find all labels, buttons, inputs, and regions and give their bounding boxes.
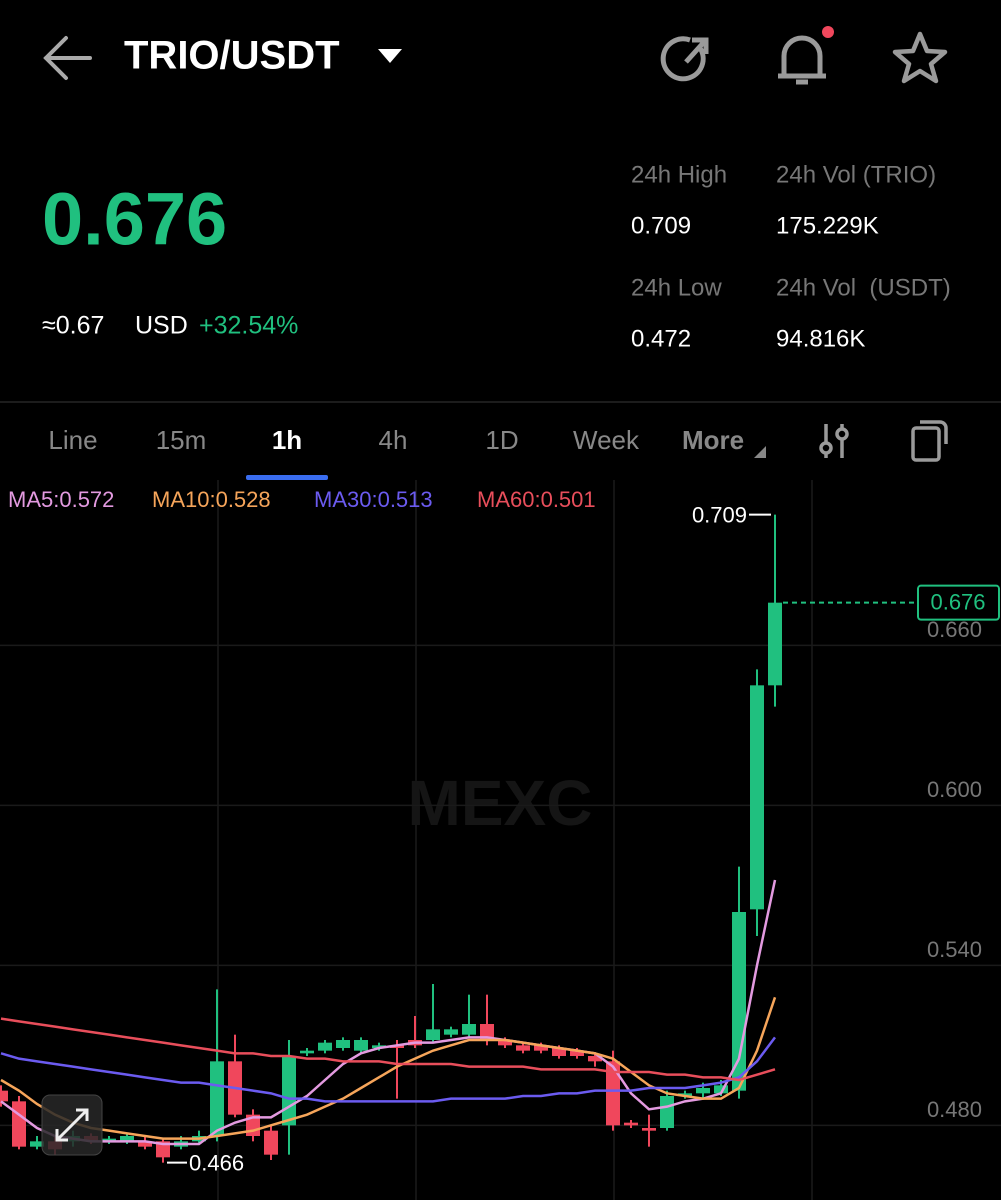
candle-body <box>30 1141 44 1147</box>
ma-line <box>0 996 777 1140</box>
candle-body <box>606 1061 620 1126</box>
tab[interactable]: 4h <box>379 425 408 455</box>
candle-body <box>480 1024 494 1040</box>
expand-button[interactable] <box>41 1094 103 1156</box>
stat-label: 24h Low <box>631 274 722 301</box>
last-price-box <box>917 584 1000 621</box>
stat-label: 24h High <box>631 161 727 188</box>
candle-body <box>516 1045 530 1051</box>
y-tick-label: 0.600 <box>927 777 982 802</box>
back-arrow <box>43 36 92 80</box>
candle-body <box>534 1045 548 1051</box>
candle-body <box>678 1093 692 1096</box>
candle-body <box>0 1090 8 1102</box>
candle-body <box>732 912 746 1091</box>
candle-body <box>300 1050 314 1054</box>
pair-dropdown[interactable] <box>378 49 402 63</box>
share-icon <box>660 36 706 82</box>
back-button[interactable] <box>43 36 92 80</box>
candle-body <box>12 1101 26 1147</box>
tab[interactable]: Line <box>48 425 97 455</box>
tab[interactable]: More <box>682 425 744 455</box>
y-tick-label: 0.540 <box>927 937 982 962</box>
price-change: +32.54% <box>199 312 298 340</box>
approx-price: ≈0.67 <box>42 312 104 340</box>
candle-body <box>210 1061 224 1136</box>
legend-entry: MA5:0.572 <box>8 487 114 512</box>
candle-body <box>570 1050 584 1056</box>
candle-body <box>444 1029 458 1035</box>
candle-body <box>588 1056 602 1062</box>
ma-line <box>0 879 777 1146</box>
candle-body <box>660 1096 674 1128</box>
candle-body <box>498 1040 512 1046</box>
candle-body <box>120 1136 134 1142</box>
chart-mode-button[interactable] <box>911 420 948 462</box>
alert-dot <box>822 26 834 38</box>
high-label: 0.709 <box>692 502 747 527</box>
candle-body <box>372 1045 386 1048</box>
candle-body <box>624 1122 638 1126</box>
legend-entry: MA10:0.528 <box>152 487 271 512</box>
share-button[interactable] <box>660 36 709 82</box>
last-price-label: 0.676 <box>930 589 985 614</box>
currency: USD <box>135 312 188 340</box>
alert-button[interactable] <box>778 26 834 85</box>
slider-knob <box>835 427 849 441</box>
candle-body <box>552 1048 566 1056</box>
y-tick-label: 0.480 <box>927 1097 982 1122</box>
candle-body <box>138 1141 152 1147</box>
candle-body <box>156 1141 170 1158</box>
stat-value: 0.709 <box>631 212 691 239</box>
legend-entry: MA60:0.501 <box>477 487 596 512</box>
legend-entry: MA30:0.513 <box>314 487 433 512</box>
device-icon <box>911 426 941 462</box>
candle-body <box>264 1130 278 1155</box>
tab[interactable]: 15m <box>156 425 207 455</box>
tab[interactable]: Week <box>573 425 640 455</box>
candle-body <box>696 1088 710 1094</box>
plot: 0.480 0.540 0.600 0.660 MA5:0.572 MA10:0.528 M… <box>0 487 1001 1175</box>
more-caret <box>754 446 766 458</box>
stat-label: 24h Vol (TRIO) <box>776 161 936 188</box>
candle-body <box>354 1040 368 1051</box>
candle-body <box>462 1024 476 1035</box>
rotate-icon <box>920 420 948 444</box>
candle-body <box>642 1128 656 1131</box>
candle-body <box>336 1040 350 1048</box>
candle-body <box>282 1056 296 1126</box>
last-price: 0.676 <box>42 178 227 261</box>
bell-icon <box>778 35 826 85</box>
favorite-button[interactable] <box>892 31 948 84</box>
low-label: 0.466 <box>189 1150 244 1175</box>
watermark: MEXC <box>408 767 593 839</box>
candle-body <box>750 685 764 910</box>
candle-body <box>714 1085 728 1094</box>
candle-body <box>768 602 782 686</box>
indicator-settings[interactable] <box>819 424 849 458</box>
candle-body <box>318 1042 332 1051</box>
stat-label: 24h Vol (USDT) <box>776 274 951 301</box>
candle-body <box>390 1045 404 1048</box>
stat-value: 94.816K <box>776 325 865 352</box>
ma-line <box>0 1036 776 1103</box>
ma-line <box>0 1017 776 1082</box>
stat-value: 175.229K <box>776 212 879 239</box>
expand-icon <box>55 1108 89 1142</box>
share-arrow <box>684 37 709 64</box>
candle-body <box>102 1138 116 1142</box>
tab-active[interactable]: 1h <box>272 425 302 455</box>
tab[interactable]: 1D <box>485 425 518 455</box>
stat-value: 0.472 <box>631 325 691 352</box>
tab-underline <box>246 475 328 480</box>
y-tick-label: 0.660 <box>927 617 982 642</box>
candle-body <box>426 1029 440 1040</box>
pair-title[interactable]: TRIO/USDT <box>124 34 340 78</box>
slider-knob <box>819 441 833 455</box>
